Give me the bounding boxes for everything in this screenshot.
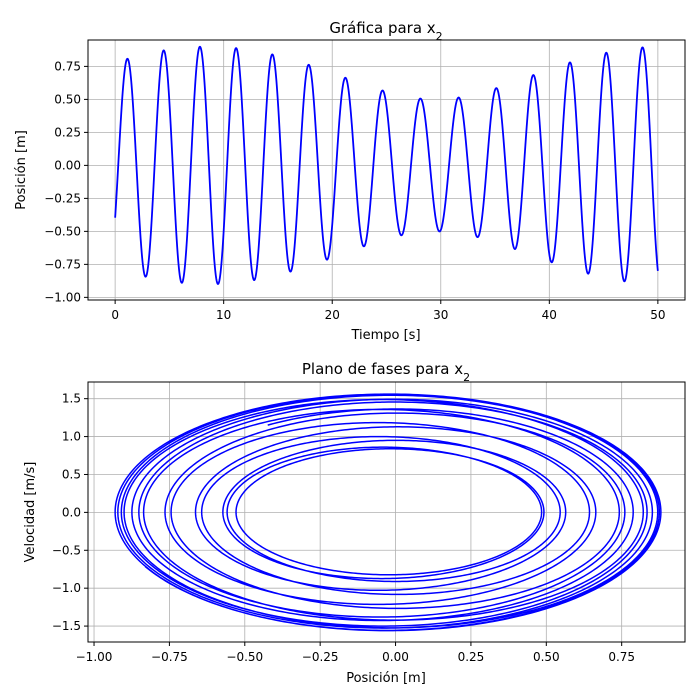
x-tick-label: −0.25 <box>302 650 339 664</box>
plot-frame <box>87 39 686 301</box>
y-tick-label: 1.5 <box>62 392 81 406</box>
x-tick-label: −0.50 <box>226 650 263 664</box>
phase-plane-chart: Plano de fases para x2 −1.00 −0.75 −0.50 −0… <box>23 360 686 686</box>
x-tick-label: 0.25 <box>458 650 485 664</box>
chart-title: Gráfica para x2 <box>329 19 442 43</box>
y-axis-label: Posición [m] <box>14 130 29 210</box>
y-tick-label: 0.25 <box>54 125 81 139</box>
y-tick-labels: −1.5 −1.0 −0.5 0.0 0.5 1.0 1.5 <box>52 392 88 633</box>
phase-trajectory <box>114 393 662 632</box>
x-tick-label: −0.75 <box>151 650 188 664</box>
x-tick-labels: −1.00 −0.75 −0.50 −0.25 0.00 0.25 0.50 0.75 <box>76 642 635 664</box>
grid <box>88 40 685 300</box>
x-tick-label: 50 <box>650 308 665 322</box>
y-tick-label: −1.0 <box>52 581 81 595</box>
y-axis-label: Velocidad [m/s] <box>23 462 38 563</box>
time-series-chart: Gráfica para x2 0 10 20 30 40 50 −1.00 −0.75 −0… <box>14 19 686 343</box>
y-tick-label: 0.0 <box>62 505 81 519</box>
x-tick-label: 0.50 <box>533 650 560 664</box>
y-tick-label: −0.5 <box>52 543 81 557</box>
y-tick-labels: −1.00 −0.75 −0.50 −0.25 0.00 0.25 0.50 0.75 <box>44 59 88 304</box>
y-tick-label: 0.00 <box>54 158 81 172</box>
x-tick-label: 10 <box>216 308 231 322</box>
x-tick-label: 40 <box>542 308 557 322</box>
y-tick-label: 0.5 <box>62 467 81 481</box>
y-tick-label: −0.25 <box>44 191 81 205</box>
series-line <box>114 45 659 285</box>
x-tick-label: 20 <box>325 308 340 322</box>
x-tick-labels: 0 10 20 30 40 50 <box>111 300 666 322</box>
x-tick-label: 0.00 <box>382 650 409 664</box>
x-axis-label: Tiempo [s] <box>350 328 420 343</box>
y-tick-label: 1.0 <box>62 430 81 444</box>
title-subscript: 2 <box>436 30 443 43</box>
x-tick-label: 0 <box>111 308 119 322</box>
x-tick-label: −1.00 <box>76 650 113 664</box>
y-tick-label: −1.5 <box>52 619 81 633</box>
y-tick-label: 0.75 <box>54 59 81 73</box>
chart-title: Plano de fases para x2 <box>302 360 470 384</box>
title-subscript: 2 <box>463 371 470 384</box>
y-tick-label: 0.50 <box>54 92 81 106</box>
y-tick-label: −1.00 <box>44 290 81 304</box>
y-tick-label: −0.75 <box>44 257 81 271</box>
x-axis-label: Posición [m] <box>346 671 426 686</box>
x-tick-label: 0.75 <box>608 650 635 664</box>
plot-frame <box>87 381 686 643</box>
y-tick-label: −0.50 <box>44 224 81 238</box>
x-tick-label: 30 <box>433 308 448 322</box>
